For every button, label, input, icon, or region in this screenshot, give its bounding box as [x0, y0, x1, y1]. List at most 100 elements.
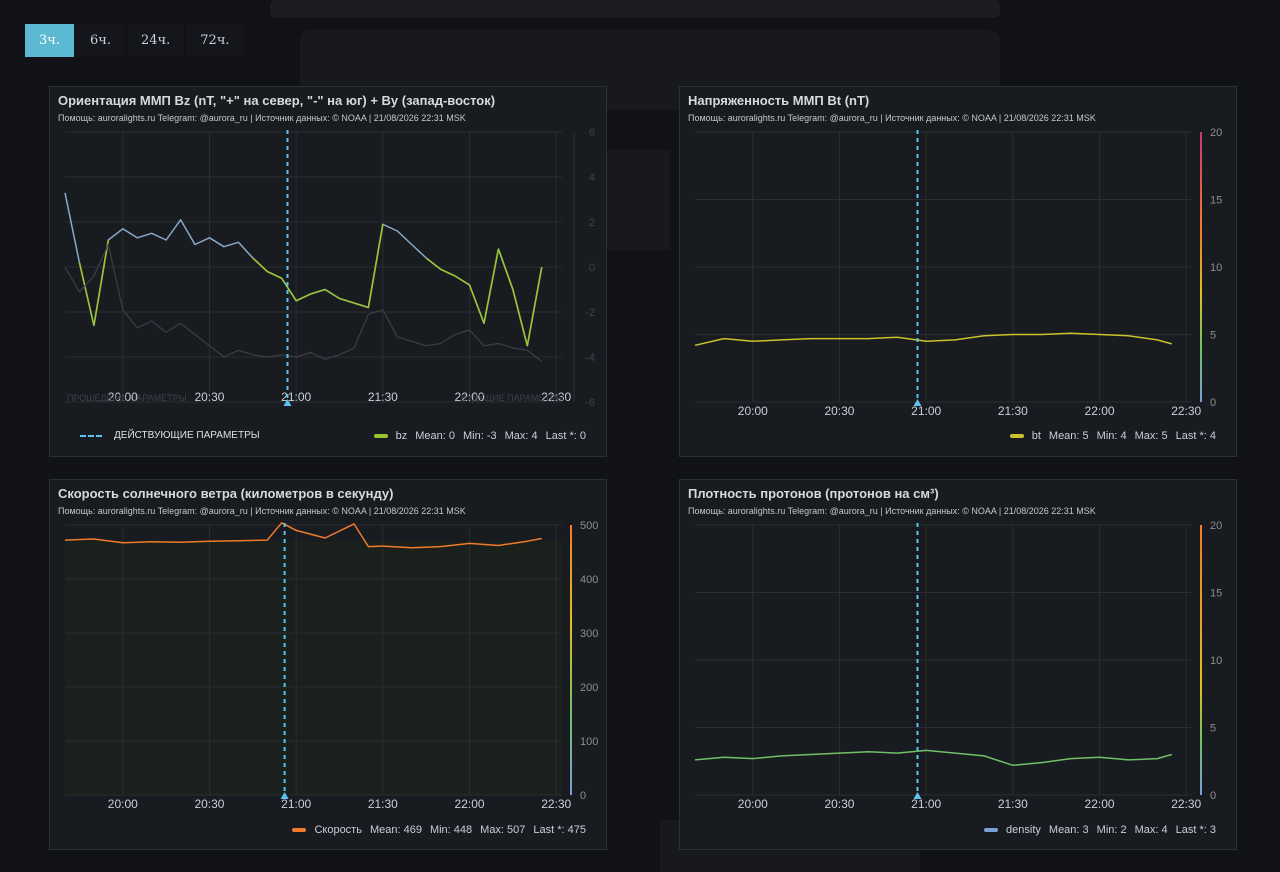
current-time-arrow [283, 399, 292, 406]
x-tick-label: 22:30 [1171, 404, 1201, 418]
series-segment-south [440, 268, 456, 277]
tab-24h[interactable]: 24ч. [127, 24, 185, 57]
speed-panel: Скорость солнечного ветра (километров в … [49, 479, 607, 850]
current-time-arrow [280, 792, 289, 799]
y-tick-label: 5 [1210, 723, 1216, 735]
y-tick-label: 300 [580, 628, 598, 640]
x-tick-label: 22:30 [541, 390, 571, 404]
series-segment-south [281, 277, 297, 302]
legend-max: Max: 4 [504, 430, 538, 442]
series-segment-south [78, 262, 95, 326]
series-segment-south [252, 257, 268, 273]
panel-title: Плотность протонов (протонов на см³) [688, 486, 939, 501]
legend-last: Last *: 3 [1175, 824, 1216, 836]
plot-area-fill [65, 541, 562, 795]
legend-swatch [984, 828, 999, 832]
tab-6h[interactable]: 6ч. [76, 24, 125, 57]
y-tick-label: -4 [585, 352, 595, 364]
color-scale-axis [1200, 525, 1202, 795]
x-tick-label: 22:00 [1085, 404, 1115, 418]
tab-3h[interactable]: 3ч. [25, 24, 74, 57]
x-tick-label: 22:00 [1085, 797, 1115, 811]
bt-legend[interactable]: bt Mean: 5 Min: 4 Max: 5 Last *: 4 [1009, 430, 1216, 442]
bz-chart[interactable]: 6 4 2 0 -2 -4 -6 20:00 20:30 21:00 21:30 22:00 22:30… [50, 87, 608, 458]
legend-mean: Mean: 469 [369, 824, 422, 836]
current-params-legend: ДЕЙСТВУЮЩИЕ ПАРАМЕТРЫ [80, 430, 260, 441]
y-tick-label: 15 [1210, 195, 1222, 207]
series-line [64, 192, 543, 347]
y-tick-label: -6 [585, 397, 595, 409]
legend-last: Last *: 475 [533, 824, 586, 836]
density-legend[interactable]: density Mean: 3 Min: 2 Max: 4 Last *: 3 [984, 824, 1216, 836]
y-tick-label: 6 [589, 127, 595, 139]
x-tick-label: 21:00 [911, 404, 941, 418]
legend-series-name: density [1006, 824, 1041, 836]
bz-panel: Ориентация ММП Bz (nT, "+" на север, "-"… [49, 86, 607, 457]
x-tick-label: 21:30 [368, 390, 398, 404]
dashed-line-swatch [80, 434, 102, 437]
x-tick-label: 21:00 [281, 797, 311, 811]
x-tick-label: 21:00 [911, 797, 941, 811]
series-segment-south [367, 224, 384, 308]
panel-title: Ориентация ММП Bz (nT, "+" на север, "-"… [58, 93, 496, 108]
bt-chart[interactable]: 20 15 10 5 0 20:00 20:30 21:00 21:30 22:00 22:30 [680, 87, 1238, 458]
legend-max: Max: 5 [1134, 430, 1168, 442]
x-tick-label: 20:30 [194, 797, 224, 811]
x-tick-label: 21:30 [368, 797, 398, 811]
y-tick-label: 100 [580, 736, 598, 748]
series-segment-south [310, 288, 326, 295]
legend-min: Min: 4 [1096, 430, 1127, 442]
time-range-tabs: 3ч. 6ч. 24ч. 72ч. [25, 24, 246, 57]
series-segment-south [339, 297, 355, 304]
legend-last: Last *: 0 [545, 430, 586, 442]
legend-last: Last *: 4 [1175, 430, 1216, 442]
legend-min: Min: -3 [463, 430, 497, 442]
x-tick-label: 20:30 [194, 390, 224, 404]
series-segment-south [324, 288, 340, 300]
panel-subtitle: Помощь: auroralights.ru Telegram: @auror… [58, 506, 466, 516]
y-tick-label: 0 [1210, 790, 1216, 802]
legend-series-name: Скорость [314, 824, 362, 836]
x-tick-label: 22:30 [1171, 797, 1201, 811]
x-tick-label: 20:30 [824, 797, 854, 811]
x-tick-label: 21:30 [998, 797, 1028, 811]
series-segment-south [454, 275, 470, 286]
future-params-label: БУДУЩИЕ ПАРАМЕТРЫ [461, 393, 564, 403]
speed-legend[interactable]: Скорость Mean: 469 Min: 448 Max: 507 Las… [292, 824, 586, 836]
density-panel: Плотность протонов (протонов на см³) Пом… [679, 479, 1237, 850]
x-tick-label: 20:00 [738, 404, 768, 418]
y-tick-label: 10 [1210, 655, 1222, 667]
speed-chart[interactable]: 500 400 300 200 100 0 20:00 20:30 21:00 21:30 22:0… [50, 480, 608, 851]
density-chart[interactable]: 20 15 10 5 0 20:00 20:30 21:00 21:30 22:00 22:30 [680, 480, 1238, 851]
y-tick-label: 0 [580, 790, 586, 802]
panel-subtitle: Помощь: auroralights.ru Telegram: @auror… [688, 506, 1096, 516]
current-params-label: ДЕЙСТВУЮЩИЕ ПАРАМЕТРЫ [114, 430, 260, 441]
bt-panel: Напряженность ММП Bt (nT) Помощь: aurora… [679, 86, 1237, 457]
y-tick-label: 400 [580, 574, 598, 586]
y-tick-label: 500 [580, 520, 598, 532]
x-tick-label: 22:30 [541, 797, 571, 811]
legend-series-name: bz [395, 430, 408, 442]
series-segment-south [425, 257, 442, 270]
x-tick-label: 22:00 [455, 797, 485, 811]
past-params-label: ПРОШЕДШИЕ ПАРАМЕТРЫ [67, 393, 187, 403]
y-tick-label: 4 [589, 172, 595, 184]
series-segment-south [353, 302, 369, 309]
y-tick-label: 20 [1210, 127, 1222, 139]
bz-legend[interactable]: bz Mean: 0 Min: -3 Max: 4 Last *: 0 [373, 430, 586, 442]
legend-min: Min: 448 [429, 824, 473, 836]
panel-title: Напряженность ММП Bt (nT) [688, 93, 870, 108]
series-segment-south [497, 248, 514, 290]
panel-subtitle: Помощь: auroralights.ru Telegram: @auror… [688, 113, 1096, 123]
series-segment-south [93, 239, 110, 326]
x-tick-label: 20:30 [824, 404, 854, 418]
series-segment-south [266, 270, 283, 279]
series-segment-south [512, 289, 529, 346]
series-line [64, 522, 542, 549]
panel-subtitle: Помощь: auroralights.ru Telegram: @auror… [58, 113, 466, 123]
series-segment-south [468, 284, 485, 324]
tab-72h[interactable]: 72ч. [186, 24, 244, 57]
x-tick-label: 21:30 [998, 404, 1028, 418]
series-segment-south [295, 293, 311, 302]
y-tick-label: 10 [1210, 262, 1222, 274]
